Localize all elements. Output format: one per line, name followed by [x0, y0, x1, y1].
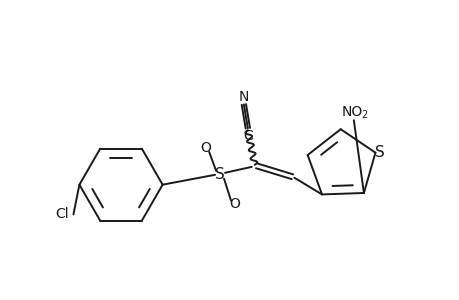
Text: S: S [215, 167, 224, 182]
Text: C: C [242, 129, 252, 143]
Text: NO: NO [341, 105, 362, 119]
Text: N: N [238, 91, 248, 104]
Text: Cl: Cl [55, 207, 68, 221]
Text: 2: 2 [361, 110, 367, 120]
Text: O: O [199, 141, 210, 155]
Text: S: S [374, 145, 383, 160]
Text: O: O [229, 197, 240, 212]
